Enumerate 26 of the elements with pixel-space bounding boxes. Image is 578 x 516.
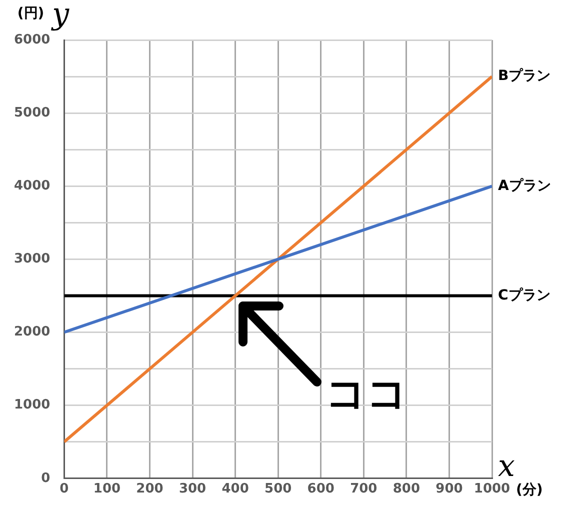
y-tick-label: 6000 xyxy=(14,32,50,48)
x-tick-label: 0 xyxy=(60,482,69,497)
y-axis-title: (円) xyxy=(17,6,44,22)
series-label: Aプラン xyxy=(498,176,551,194)
x-tick-label: 100 xyxy=(93,482,121,497)
x-tick-label: 1000 xyxy=(474,482,510,497)
text: x xyxy=(498,449,515,484)
y-tick-label: 1000 xyxy=(14,398,50,413)
y-tick-label: 0 xyxy=(41,470,50,486)
annotation: ココ xyxy=(325,370,408,419)
x-tick-label: 700 xyxy=(350,482,378,497)
x-axis-title: (分) xyxy=(516,482,543,498)
x-tick-label: 300 xyxy=(178,482,206,497)
x-tick-label: 500 xyxy=(264,482,292,497)
series-label: Cプラン xyxy=(498,286,550,304)
y-tick-label: 5000 xyxy=(14,105,50,120)
x-tick-label: 400 xyxy=(222,482,249,497)
y-tick-label: 4000 xyxy=(14,178,50,194)
x-tick-label: 600 xyxy=(307,482,334,497)
y-tick-label: 2000 xyxy=(14,324,50,340)
x-tick-label: 900 xyxy=(436,482,463,497)
text: y xyxy=(50,0,70,32)
x-tick-label: 200 xyxy=(136,482,164,497)
y-tick-label: 3000 xyxy=(14,252,50,267)
series-label: Bプラン xyxy=(498,67,551,84)
x-tick-label: 800 xyxy=(392,482,420,497)
